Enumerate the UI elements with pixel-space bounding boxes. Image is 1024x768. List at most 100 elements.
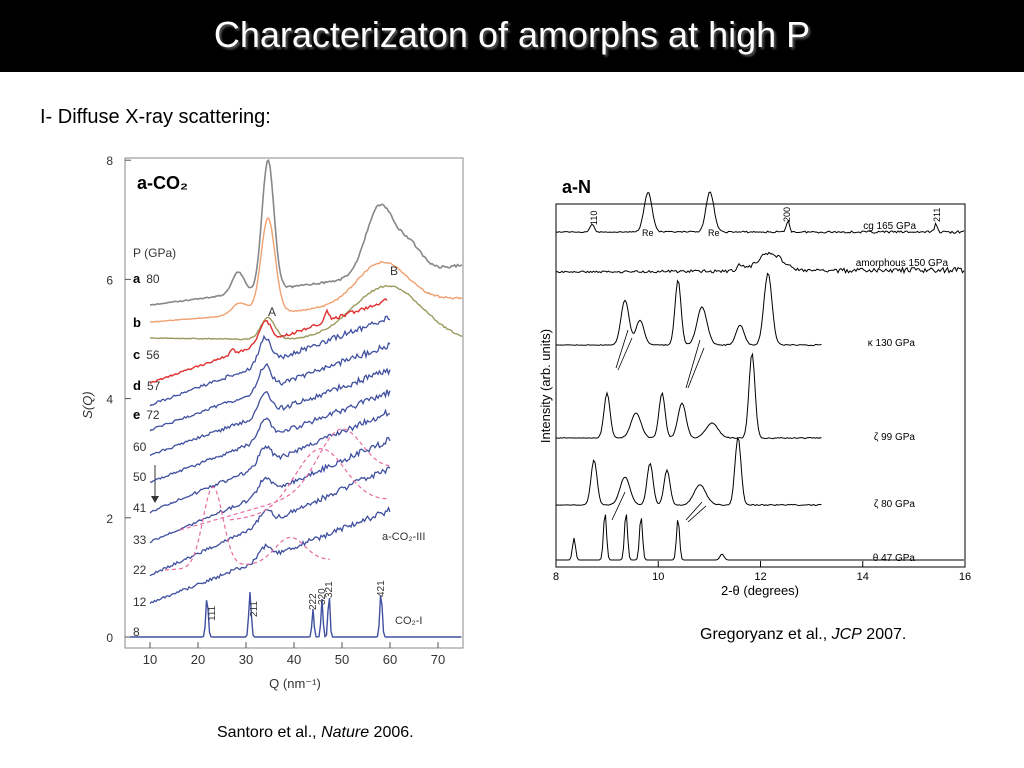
x-tick-label: 40 (287, 652, 301, 667)
peak-label: 321 (324, 581, 335, 598)
authors: Santoro et al., (217, 724, 322, 741)
pressure-key: c (133, 347, 140, 362)
arrow (617, 337, 633, 371)
x-tick-label: 14 (857, 571, 869, 583)
peak-label: 222 (308, 593, 319, 610)
curve (149, 285, 463, 341)
y-axis-label: Intensity (arb. units) (538, 329, 553, 443)
pressure-value: 22 (133, 563, 147, 577)
arrow-head (151, 496, 159, 503)
curve-label: amorphous 150 GPa (856, 258, 949, 269)
x-tick-label: 70 (431, 652, 445, 667)
pressure-key: d (133, 378, 141, 393)
peak-label: 320 (317, 588, 328, 605)
year: 2006. (369, 724, 414, 741)
x-axis-label: Q (nm⁻¹) (269, 676, 321, 691)
x-tick-label: 50 (335, 652, 349, 667)
curve (149, 315, 391, 407)
curve (130, 591, 462, 639)
pressure-key: b (133, 315, 141, 330)
curve (149, 466, 391, 577)
pressure-value: 80 (146, 272, 160, 286)
pressure-label: 60 (133, 440, 147, 454)
pressure-value: 56 (146, 348, 160, 362)
curve (150, 159, 463, 306)
peak-label: 421 (376, 580, 387, 597)
pressure-label: c 56 (133, 347, 160, 362)
y-tick-label: 6 (106, 273, 113, 287)
journal: JCP (831, 626, 862, 643)
subtitle: I- Diffuse X-ray scattering: (40, 106, 271, 128)
pressure-label: 22 (133, 563, 147, 577)
peak-label: 111 (207, 605, 218, 621)
curve (149, 341, 391, 432)
pressure-label: 33 (133, 533, 147, 547)
panel-label: a-N (562, 177, 591, 197)
curve (555, 272, 822, 347)
pressure-value: 8 (133, 625, 140, 639)
x-tick-label: 30 (239, 652, 253, 667)
pressure-label: 8 (133, 625, 140, 639)
x-tick-label: 8 (553, 571, 559, 583)
curve (555, 191, 965, 234)
curve (555, 436, 822, 507)
peak-label: Re (708, 228, 720, 238)
curve (149, 436, 391, 544)
y-tick-label: 2 (106, 512, 113, 526)
curve-label: ζ 80 GPa (874, 499, 916, 510)
curve-label: θ 47 GPa (873, 553, 916, 564)
x-tick-label: 10 (143, 652, 157, 667)
right-caption: Gregoryanz et al., JCP 2007. (700, 626, 906, 644)
peak-label: Re (642, 228, 654, 238)
curve-label: cg 165 GPa (863, 221, 916, 232)
peak-label: a-CO₂-III (382, 531, 425, 543)
left-frame (124, 157, 464, 649)
peak-label: 211 (249, 601, 260, 617)
curve-label: ζ 99 GPa (874, 432, 916, 443)
y-axis-label: S(Q) (80, 391, 95, 418)
peak-label: A (268, 305, 276, 319)
pressure-key: a (133, 271, 141, 286)
arrow (615, 329, 629, 369)
pressure-label: 12 (133, 595, 147, 609)
arrow (611, 491, 626, 521)
arrow (685, 501, 703, 521)
peak-label: B (390, 264, 398, 278)
pressure-label: 50 (133, 470, 147, 484)
curve (229, 448, 390, 521)
curve (164, 486, 331, 571)
x-tick-label: 16 (959, 571, 971, 583)
x-tick-label: 60 (383, 652, 397, 667)
x-axis-label: 2-θ (degrees) (721, 583, 799, 598)
arrow (685, 339, 701, 389)
pressure-label: a 80 (133, 271, 160, 286)
pressure-value: 60 (133, 440, 147, 454)
title-bar (0, 0, 1024, 72)
pressure-value: 50 (133, 470, 147, 484)
pressure-value: 72 (146, 408, 160, 422)
curve (555, 352, 822, 440)
curve (149, 506, 391, 605)
curve-label: κ 130 GPa (868, 338, 916, 349)
peak-label: 110 (589, 211, 599, 225)
pressure-value: 33 (133, 533, 147, 547)
curve (149, 298, 388, 384)
y-tick-label: 8 (106, 154, 113, 168)
curve (179, 428, 391, 531)
journal: Nature (321, 724, 370, 741)
pressure-label: 41 (133, 501, 147, 515)
pressure-label: b (133, 315, 141, 330)
peak-label: 211 (932, 208, 942, 222)
pressure-value: 12 (133, 595, 147, 609)
curve (555, 251, 965, 275)
y-tick-label: 4 (106, 393, 113, 407)
curve (149, 217, 463, 323)
arrow (687, 347, 705, 389)
x-tick-label: 20 (191, 652, 205, 667)
slide-title: Characterizaton of amorphs at high P (213, 14, 811, 55)
pressure-value: 41 (133, 501, 147, 515)
curve (149, 408, 391, 514)
peak-label: 200 (782, 207, 792, 222)
